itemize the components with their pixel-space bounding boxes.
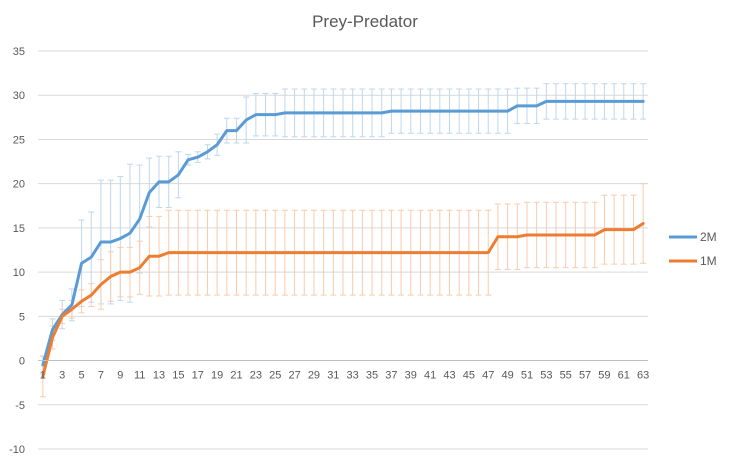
x-tick-label: 27 bbox=[288, 370, 300, 382]
legend-label-1M: 1M bbox=[700, 254, 717, 268]
series-line-2M bbox=[41, 99, 645, 367]
y-tick-label: 25 bbox=[13, 134, 25, 146]
x-tick-label: 25 bbox=[269, 370, 281, 382]
x-tick-label: 9 bbox=[117, 370, 123, 382]
x-tick-label: 49 bbox=[501, 370, 513, 382]
x-tick-label: 21 bbox=[230, 370, 242, 382]
x-tick-label: 23 bbox=[250, 370, 262, 382]
y-tick-label: 0 bbox=[19, 356, 25, 368]
chart-title: Prey-Predator bbox=[312, 12, 418, 31]
y-tick-label: 10 bbox=[13, 267, 25, 279]
x-tick-label: 61 bbox=[618, 370, 630, 382]
x-tick-label: 33 bbox=[347, 370, 359, 382]
x-tick-label: 55 bbox=[560, 370, 572, 382]
legend-label-2M: 2M bbox=[700, 230, 717, 244]
y-tick-label: 30 bbox=[13, 90, 25, 102]
legend: 2M 1M bbox=[669, 230, 717, 268]
y-tick-label: 5 bbox=[19, 311, 25, 323]
x-tick-label: 63 bbox=[637, 370, 649, 382]
x-tick-label: 35 bbox=[366, 370, 378, 382]
x-tick-label: 47 bbox=[482, 370, 494, 382]
x-axis: 1 3 5 7 9 11 13 15 17 19 21 23 25 27 29 31 33 35 37 39 41 43 4… bbox=[38, 360, 649, 382]
x-tick-label: 1 bbox=[40, 370, 46, 382]
y-tick-label: 35 bbox=[13, 46, 25, 58]
x-tick-label: 13 bbox=[153, 370, 165, 382]
x-tick-label: 3 bbox=[59, 370, 65, 382]
x-tick-label: 45 bbox=[463, 370, 475, 382]
x-tick-label: 39 bbox=[405, 370, 417, 382]
x-tick-label: 31 bbox=[327, 370, 339, 382]
x-tick-label: 59 bbox=[598, 370, 610, 382]
x-tick-label: 19 bbox=[211, 370, 223, 382]
y-tick-label: 15 bbox=[13, 223, 25, 235]
series-line-1M bbox=[41, 221, 645, 378]
series-lines bbox=[41, 99, 645, 378]
y-tick-label: -5 bbox=[15, 400, 25, 412]
x-tick-label: 57 bbox=[579, 370, 591, 382]
x-tick-label: 17 bbox=[192, 370, 204, 382]
x-tick-label: 53 bbox=[540, 370, 552, 382]
y-tick-label: -10 bbox=[9, 444, 25, 456]
x-tick-label: 37 bbox=[385, 370, 397, 382]
x-tick-label: 11 bbox=[134, 370, 145, 382]
x-tick-label: 5 bbox=[79, 370, 85, 382]
x-tick-label: 41 bbox=[424, 370, 436, 382]
x-tick-label: 7 bbox=[98, 370, 104, 382]
x-tick-label: 51 bbox=[521, 370, 533, 382]
x-tick-label: 29 bbox=[308, 370, 320, 382]
x-tick-label: 15 bbox=[172, 370, 184, 382]
error-bars bbox=[39, 83, 647, 398]
y-axis-ticks: -10 -5 0 5 10 15 20 25 30 35 bbox=[9, 46, 25, 456]
x-tick-label: 43 bbox=[443, 370, 455, 382]
y-tick-label: 20 bbox=[13, 179, 25, 191]
